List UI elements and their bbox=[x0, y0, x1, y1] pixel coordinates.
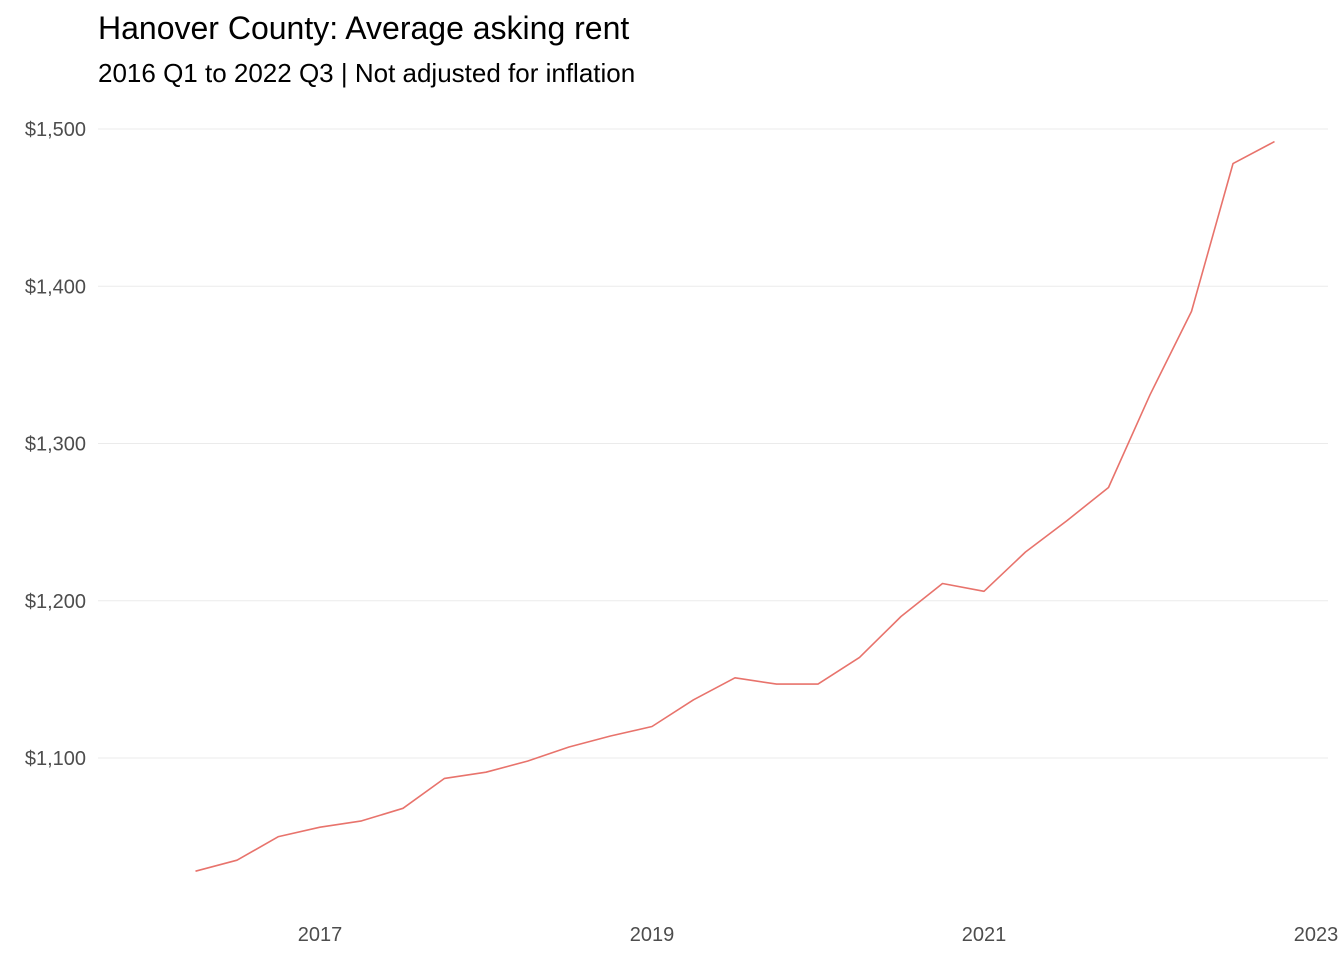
y-tick-label: $1,200 bbox=[25, 591, 86, 613]
rent-series-line bbox=[195, 140, 1275, 872]
x-tick-label: 2023 bbox=[1294, 924, 1339, 946]
x-tick-label: 2021 bbox=[962, 924, 1007, 946]
x-tick-label: 2019 bbox=[630, 924, 675, 946]
series-line-layer bbox=[195, 140, 1275, 872]
x-tick-label: 2017 bbox=[298, 924, 343, 946]
y-tick-label: $1,100 bbox=[25, 748, 86, 770]
x-axis-labels: 2017 2019 2021 2023 bbox=[298, 924, 1339, 946]
y-tick-label: $1,500 bbox=[25, 119, 86, 141]
chart-title: Hanover County: Average asking rent bbox=[98, 10, 630, 46]
y-tick-label: $1,300 bbox=[25, 434, 86, 456]
chart-subtitle: 2016 Q1 to 2022 Q3 | Not adjusted for in… bbox=[98, 58, 636, 88]
y-axis-labels: $1,100 $1,200 $1,300 $1,400 $1,500 bbox=[25, 119, 86, 770]
y-tick-label: $1,400 bbox=[25, 276, 86, 298]
gridlines bbox=[98, 128, 1328, 759]
